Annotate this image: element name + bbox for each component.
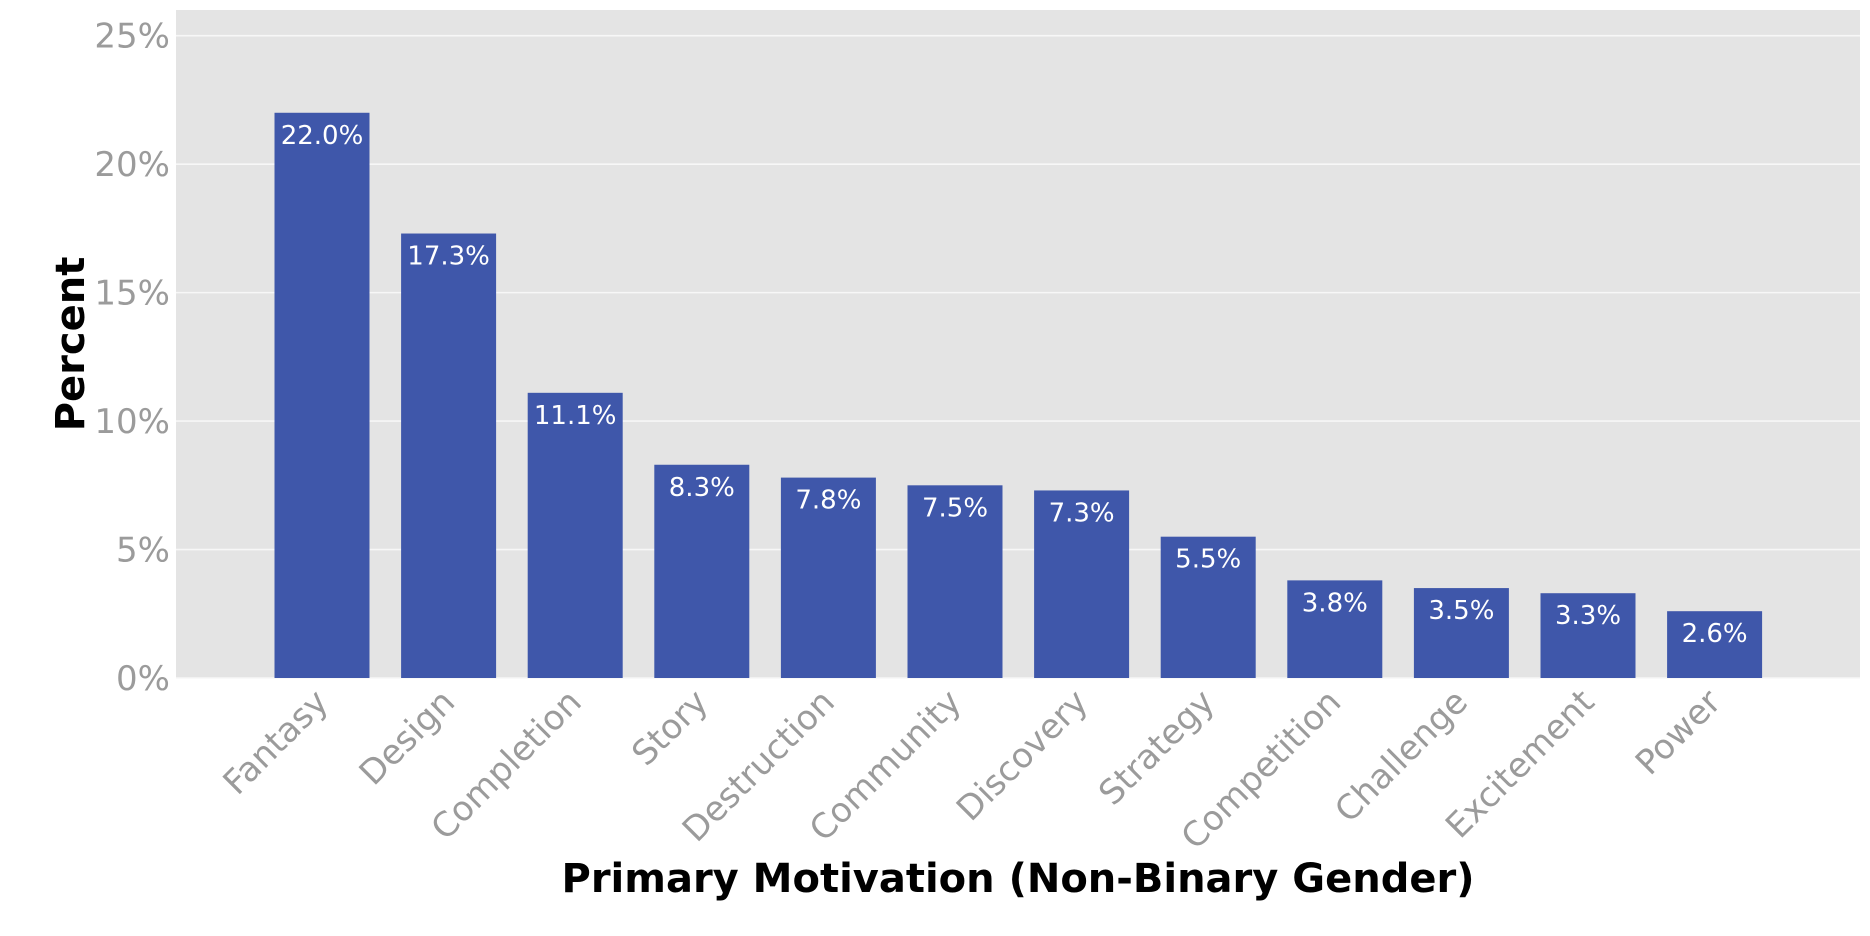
bar-value-label: 22.0%	[281, 121, 364, 151]
bar-value-label: 17.3%	[407, 242, 490, 272]
bar-value-label: 3.3%	[1555, 601, 1621, 631]
bar-competition	[1287, 580, 1383, 678]
bar-value-label: 5.5%	[1175, 545, 1241, 575]
x-axis-title: Primary Motivation (Non-Binary Gender)	[562, 856, 1475, 902]
x-tick-label: Discovery	[949, 682, 1096, 829]
bar-value-label: 7.3%	[1049, 498, 1115, 528]
bar-story	[654, 464, 750, 678]
bar-value-label: 11.1%	[534, 401, 617, 431]
bar-fantasy	[274, 112, 370, 679]
bar-value-labels: 22.0% 17.3% 11.1% 8.3% 7.8% 7.5% 7.3% 5.5% 3.8% 3…	[281, 121, 1748, 649]
bar-challenge	[1413, 588, 1509, 678]
bar-value-label: 2.6%	[1682, 619, 1748, 649]
bar-design	[401, 233, 497, 678]
y-axis-title: Percent	[48, 257, 94, 432]
x-tick-label: Strategy	[1091, 682, 1222, 813]
bar-power	[1667, 611, 1763, 678]
bar-value-label: 7.5%	[922, 493, 988, 523]
y-tick-label: 10%	[94, 402, 170, 442]
bar-value-label: 3.8%	[1302, 588, 1368, 618]
y-axis-ticks: 0% 5% 10% 15% 20% 25%	[94, 17, 170, 699]
y-tick-label: 5%	[116, 531, 170, 571]
x-tick-label: Design	[352, 682, 463, 793]
y-tick-label: 15%	[94, 274, 170, 314]
x-tick-label: Power	[1628, 682, 1729, 783]
bar-strategy	[1160, 536, 1256, 678]
bar-value-label: 3.5%	[1428, 596, 1494, 626]
x-tick-label: Story	[624, 682, 716, 774]
x-tick-label: Fantasy	[216, 682, 337, 803]
bar-discovery	[1034, 490, 1130, 678]
y-tick-label: 25%	[94, 17, 170, 57]
bars	[274, 112, 1763, 679]
bar-destruction	[780, 477, 876, 678]
bar-value-label: 7.8%	[795, 486, 861, 516]
bar-completion	[527, 392, 623, 678]
y-tick-label: 0%	[116, 659, 170, 699]
bar-value-label: 8.3%	[669, 473, 735, 503]
y-tick-label: 20%	[94, 145, 170, 185]
bar-excitement	[1540, 593, 1636, 678]
bar-community	[907, 485, 1003, 678]
